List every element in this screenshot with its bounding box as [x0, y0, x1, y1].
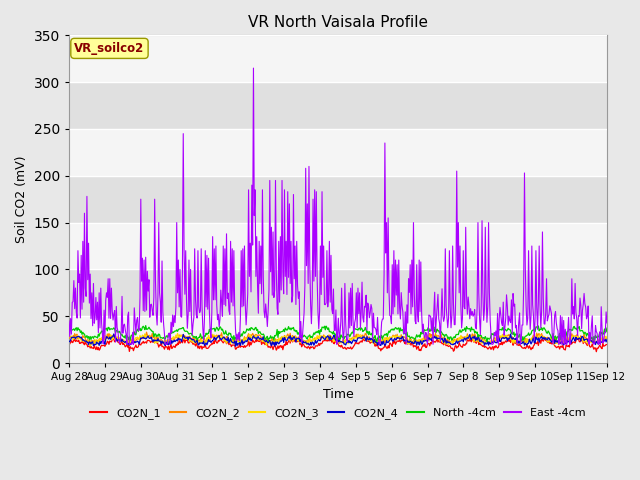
Line: CO2N_2: CO2N_2: [69, 332, 607, 344]
Y-axis label: Soil CO2 (mV): Soil CO2 (mV): [15, 156, 28, 243]
CO2N_3: [65, 334, 73, 340]
CO2N_1: [134, 345, 141, 350]
CO2N_4: [232, 343, 239, 349]
CO2N_1: [541, 335, 548, 340]
CO2N_4: [278, 337, 286, 343]
CO2N_2: [134, 336, 142, 342]
CO2N_2: [143, 329, 150, 335]
CO2N_1: [197, 343, 205, 349]
CO2N_1: [276, 343, 284, 348]
CO2N_4: [65, 338, 73, 344]
East -4cm: [198, 303, 206, 309]
Bar: [69, 176, 607, 223]
CO2N_2: [278, 337, 286, 343]
CO2N_3: [184, 334, 192, 340]
CO2N_1: [603, 342, 611, 348]
CO2N_4: [134, 339, 142, 345]
CO2N_2: [125, 341, 132, 347]
North -4cm: [277, 329, 285, 335]
East -4cm: [65, 318, 73, 324]
CO2N_3: [79, 338, 86, 344]
CO2N_1: [383, 345, 390, 351]
North -4cm: [483, 339, 491, 345]
Bar: [69, 82, 607, 129]
North -4cm: [65, 324, 73, 330]
East -4cm: [278, 178, 286, 183]
East -4cm: [79, 239, 86, 244]
Line: North -4cm: North -4cm: [69, 325, 607, 342]
North -4cm: [383, 334, 391, 339]
CO2N_4: [79, 337, 86, 343]
CO2N_3: [384, 336, 392, 342]
North -4cm: [603, 325, 611, 331]
CO2N_4: [198, 340, 206, 346]
Legend: CO2N_1, CO2N_2, CO2N_3, CO2N_4, North -4cm, East -4cm: CO2N_1, CO2N_2, CO2N_3, CO2N_4, North -4…: [86, 403, 590, 423]
CO2N_3: [603, 334, 611, 339]
North -4cm: [198, 336, 206, 341]
CO2N_1: [593, 349, 600, 355]
North -4cm: [79, 329, 86, 335]
CO2N_4: [184, 335, 191, 340]
East -4cm: [384, 215, 392, 221]
CO2N_4: [384, 340, 392, 346]
CO2N_2: [65, 335, 73, 341]
Title: VR North Vaisala Profile: VR North Vaisala Profile: [248, 15, 428, 30]
Line: CO2N_3: CO2N_3: [69, 334, 607, 346]
CO2N_2: [603, 335, 611, 340]
CO2N_2: [199, 339, 207, 345]
CO2N_4: [110, 331, 118, 337]
East -4cm: [123, 341, 131, 347]
CO2N_3: [134, 336, 142, 342]
East -4cm: [603, 320, 611, 326]
CO2N_2: [384, 336, 392, 341]
CO2N_2: [184, 334, 192, 340]
Line: East -4cm: East -4cm: [69, 68, 607, 344]
East -4cm: [184, 325, 191, 331]
CO2N_1: [182, 337, 190, 343]
North -4cm: [142, 323, 150, 328]
East -4cm: [134, 327, 142, 333]
CO2N_1: [65, 341, 73, 347]
Text: VR_soilco2: VR_soilco2: [74, 42, 145, 55]
CO2N_2: [79, 333, 86, 338]
Bar: [69, 269, 607, 316]
Line: CO2N_1: CO2N_1: [69, 337, 607, 352]
CO2N_3: [173, 331, 181, 336]
X-axis label: Time: Time: [323, 388, 353, 401]
CO2N_3: [86, 343, 94, 349]
CO2N_4: [603, 336, 611, 342]
CO2N_3: [199, 338, 207, 344]
North -4cm: [184, 329, 191, 335]
Line: CO2N_4: CO2N_4: [69, 334, 607, 346]
CO2N_1: [79, 338, 86, 344]
East -4cm: [250, 65, 257, 71]
CO2N_3: [278, 334, 286, 339]
North -4cm: [134, 326, 141, 332]
